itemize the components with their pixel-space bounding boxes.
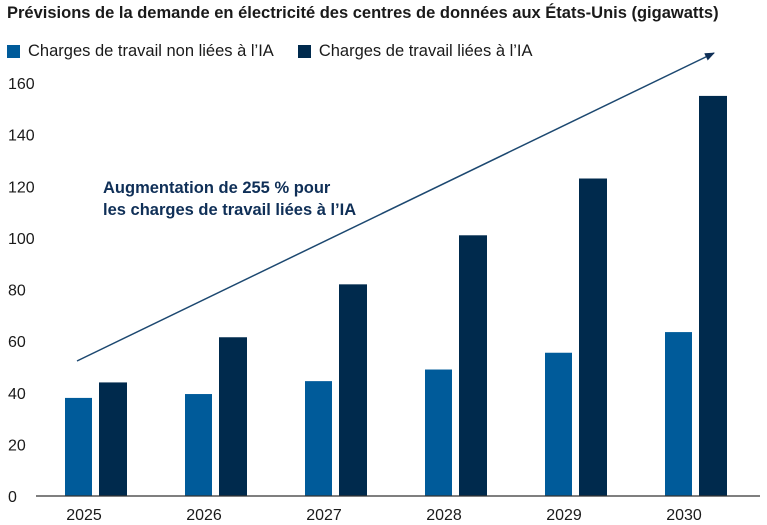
legend-label-non-ai: Charges de travail non liées à l’IA <box>28 42 274 60</box>
bar-ai-2030 <box>699 95 727 496</box>
y-tick-label: 40 <box>8 386 26 403</box>
bar-non-ai-2030 <box>665 332 692 496</box>
y-tick-label: 140 <box>8 128 35 145</box>
legend-swatch-ai <box>297 45 311 58</box>
bar-non-ai-2028 <box>425 369 452 496</box>
y-tick-label: 80 <box>8 283 26 300</box>
y-tick-label: 20 <box>8 437 26 454</box>
x-tick-label: 2030 <box>666 507 702 524</box>
bar-ai-2028 <box>459 235 487 496</box>
bar-non-ai-2026 <box>185 394 212 496</box>
x-tick-label: 2026 <box>186 507 222 524</box>
y-tick-label: 120 <box>8 179 35 196</box>
trend-arrow <box>76 52 715 362</box>
x-tick-label: 2029 <box>546 507 582 524</box>
bar-ai-2027 <box>339 284 367 496</box>
bar-ai-2029 <box>579 178 607 496</box>
chart-title: Prévisions de la demande en électricité … <box>7 4 719 22</box>
y-tick-label: 60 <box>8 334 26 351</box>
y-tick-label: 100 <box>8 231 35 248</box>
bar-ai-2025 <box>99 382 127 496</box>
annotation-line-2: les charges de travail liées à l’IA <box>103 201 356 219</box>
legend: Charges de travail non liées à l’IA Char… <box>7 42 557 61</box>
y-tick-label: 160 <box>8 76 35 93</box>
bar-non-ai-2029 <box>545 352 572 496</box>
legend-item-ai: Charges de travail liées à l’IA <box>297 42 533 61</box>
annotation-line-1: Augmentation de 255 % pour <box>103 179 331 197</box>
bar-non-ai-2025 <box>65 397 92 496</box>
y-tick-label: 0 <box>8 489 17 506</box>
x-tick-label: 2027 <box>306 507 342 524</box>
legend-swatch-non-ai <box>7 45 20 58</box>
x-tick-label: 2025 <box>66 507 102 524</box>
bar-non-ai-2027 <box>305 381 332 496</box>
legend-label-ai: Charges de travail liées à l’IA <box>318 42 533 60</box>
x-tick-label: 2028 <box>426 507 462 524</box>
legend-item-non-ai: Charges de travail non liées à l’IA <box>7 42 274 61</box>
bar-ai-2026 <box>219 337 247 496</box>
